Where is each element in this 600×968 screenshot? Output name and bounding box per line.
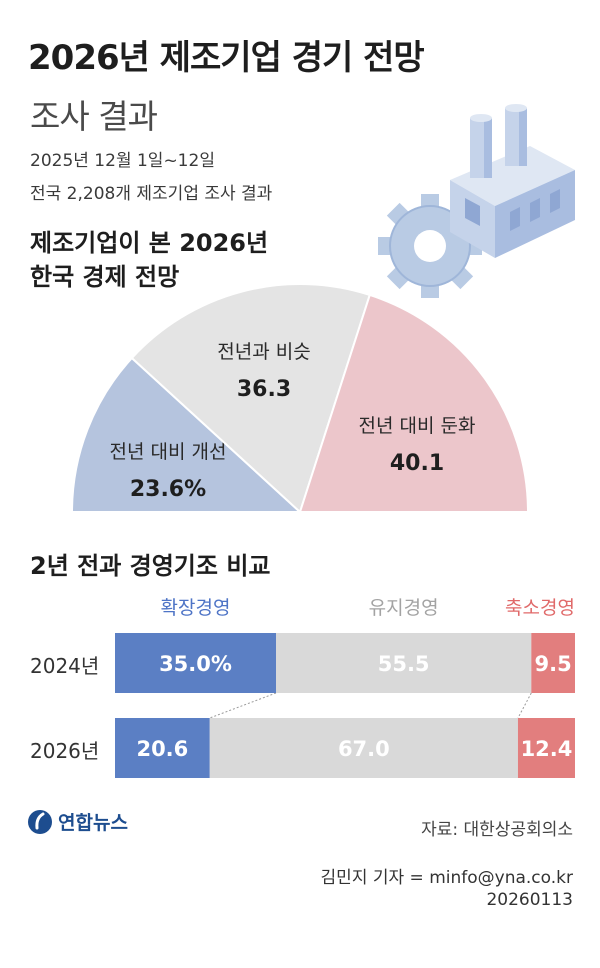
section-title-outlook-line2: 한국 경제 전망	[30, 263, 180, 291]
section-title-outlook: 제조기업이 본 2026년 한국 경제 전망	[30, 226, 268, 294]
date-code: 20260113	[486, 890, 573, 910]
legend-item-1: 확장경영	[160, 597, 231, 619]
page-subtitle: 조사 결과	[30, 97, 158, 136]
survey-period: 2025년 12월 1일~12일	[30, 151, 215, 171]
section-title-outlook-line1: 제조기업이 본 2026년	[30, 229, 269, 257]
yonhap-logo: 연합뉴스	[27, 808, 128, 835]
bar-segment-1-3	[531, 633, 575, 693]
bar-row-label-2: 2026년	[30, 739, 100, 763]
pie-slice-value-2: 36.3	[237, 377, 291, 402]
yonhap-logo-text: 연합뉴스	[58, 812, 128, 834]
survey-scope: 전국 2,208개 제조기업 조사 결과	[30, 184, 273, 204]
factory-icon	[450, 104, 575, 258]
pie-slice-1	[70, 356, 303, 513]
connector-line-2	[517, 692, 532, 719]
source-note: 자료: 대한상공회의소	[421, 820, 573, 840]
legend-item-2: 유지경영	[368, 597, 439, 619]
bar-segment-2-3	[517, 718, 575, 778]
pie-slice-label-1: 전년 대비 개선	[110, 441, 227, 463]
section-title-comparison: 2년 전과 경영기조 비교	[30, 552, 271, 580]
pie-slice-3	[298, 293, 530, 513]
yonhap-logo-icon	[28, 809, 52, 834]
bar-segment-2-2	[209, 718, 518, 778]
bar-value-label-2-3: 12.4	[521, 737, 573, 761]
page-title: 2026년 제조기업 경기 전망	[28, 38, 425, 78]
bar-value-label-2-2: 67.0	[338, 737, 390, 761]
reporter-credit: 김민지 기자 = minfo@yna.co.kr	[320, 868, 573, 888]
pie-slice-value-3: 40.1	[390, 451, 444, 476]
connector-line-1	[209, 692, 277, 719]
bar-value-label-1-1: 35.0%	[159, 652, 232, 676]
pie-slice-label-2: 전년과 비슷	[217, 341, 310, 363]
bar-value-label-1-3: 9.5	[535, 652, 572, 676]
factory-gear-icon	[378, 104, 575, 298]
bar-value-label-2-1: 20.6	[136, 737, 188, 761]
pie-slice-label-3: 전년 대비 둔화	[359, 415, 476, 437]
pie-slice-value-1: 23.6%	[130, 477, 206, 502]
bar-segment-1-2	[276, 633, 532, 693]
bar-row-label-1: 2024년	[30, 654, 100, 678]
bar-value-label-1-2: 55.5	[378, 652, 430, 676]
legend-item-3: 축소경영	[505, 597, 575, 619]
bar-segment-1-1	[115, 633, 276, 693]
pie-slice-2	[130, 283, 372, 514]
bar-segment-2-1	[115, 718, 210, 778]
